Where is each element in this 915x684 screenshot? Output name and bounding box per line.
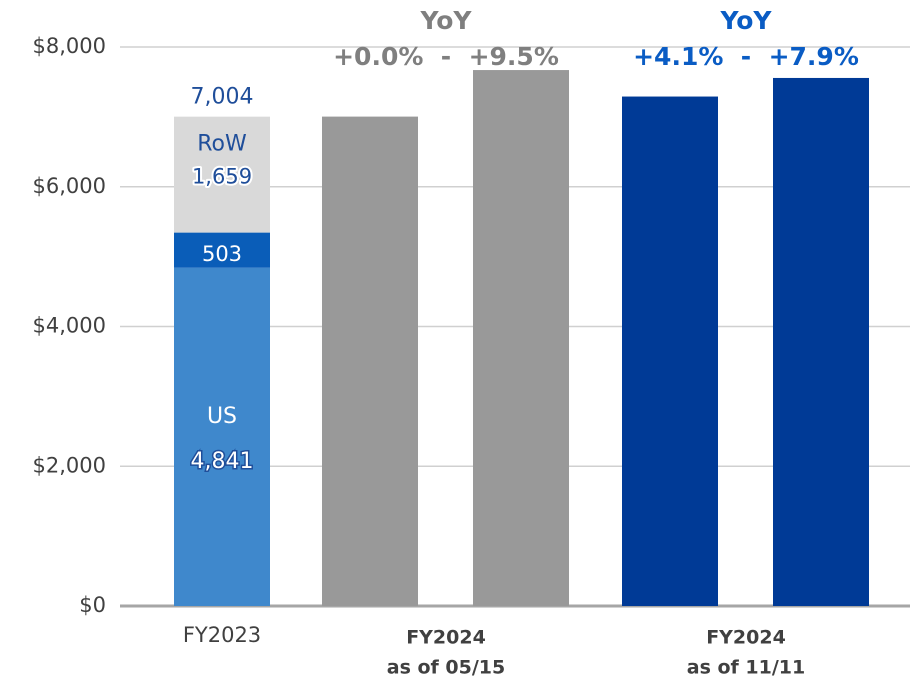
bar-segment (174, 232, 270, 268)
x-tick-label: FY2024 (706, 627, 786, 649)
bar (473, 70, 569, 607)
legend-label: RoW (197, 132, 247, 157)
data-label: 4,841 (191, 449, 254, 474)
data-label: 1,659 (192, 165, 252, 189)
y-tick-label: $6,000 (33, 174, 106, 198)
x-tick-label: FY2023 (183, 623, 261, 647)
annotation: YoY (719, 6, 772, 35)
total-label: 7,004 (191, 85, 254, 110)
legend-label: US (207, 404, 237, 429)
y-tick-label: $8,000 (33, 34, 106, 58)
data-label: 503 (202, 242, 242, 266)
bar (322, 116, 418, 607)
annotation: +0.0% - +9.5% (333, 42, 559, 71)
bar (773, 77, 869, 606)
bar-segment (174, 267, 270, 606)
y-tick-label: $4,000 (33, 314, 106, 338)
bar-segment (174, 116, 270, 233)
bar (622, 96, 718, 606)
annotation: YoY (419, 6, 472, 35)
x-tick-label: FY2024 (406, 627, 486, 649)
y-tick-label: $2,000 (33, 453, 106, 477)
x-tick-label: as of 05/15 (387, 657, 506, 679)
y-tick-label: $0 (79, 593, 106, 617)
annotation: +4.1% - +7.9% (633, 42, 859, 71)
x-tick-label: as of 11/11 (687, 657, 806, 679)
